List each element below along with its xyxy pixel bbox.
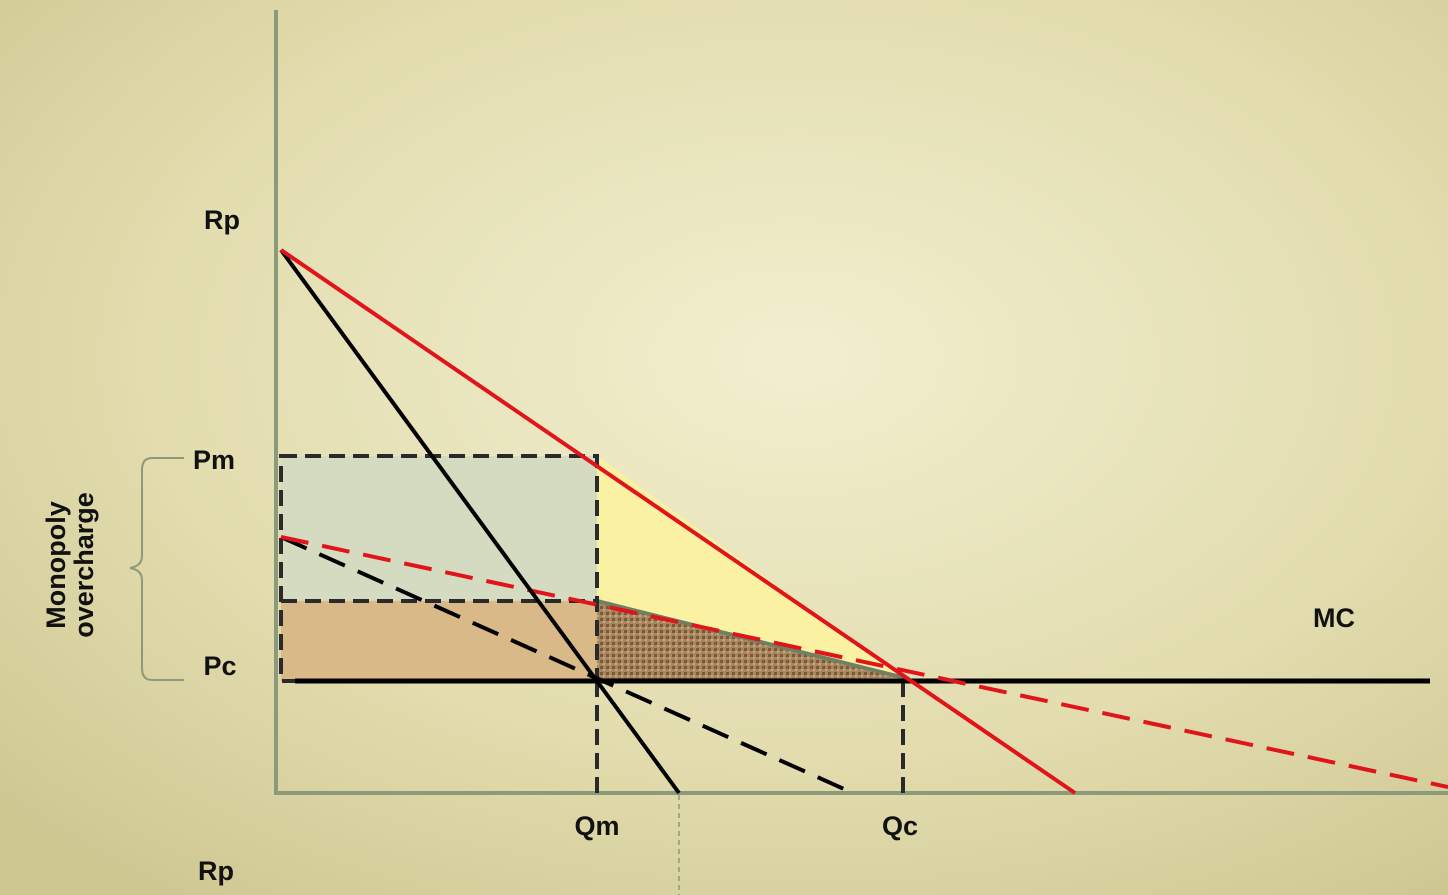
- pm-label: Pm: [193, 445, 235, 475]
- overcharge-label: Monopoly overcharge: [41, 492, 99, 638]
- brace: [129, 457, 184, 681]
- demand-line: [279, 248, 1077, 795]
- cost-area: [281, 601, 597, 681]
- mc-label: MC: [1313, 603, 1355, 633]
- monopoly-profit-area: [281, 456, 597, 601]
- dashed-demand-line: [280, 535, 1448, 789]
- pc-label: Pc: [203, 651, 236, 681]
- rp-label: Rp: [204, 205, 240, 235]
- mr-line: [279, 248, 681, 795]
- overcharge-line: Monopoly: [41, 501, 71, 628]
- overcharge-line: overcharge: [69, 492, 99, 638]
- dashed-mr-line: [280, 535, 854, 795]
- qm-label: Qm: [574, 811, 619, 841]
- rp-bottom-label: Rp: [198, 856, 234, 886]
- qc-label: Qc: [882, 811, 918, 841]
